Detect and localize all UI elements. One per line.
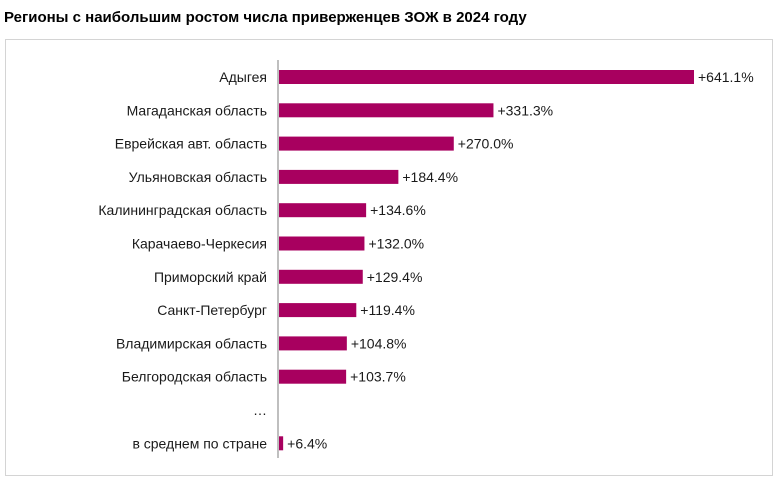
data-label: +132.0% [368, 236, 424, 252]
category-label: Еврейская авт. область [115, 136, 267, 152]
data-label: +129.4% [367, 269, 423, 285]
bar [279, 169, 399, 184]
bar [279, 303, 357, 318]
data-label: +270.0% [458, 136, 514, 152]
category-label: Владимирская область [116, 335, 267, 351]
category-label: Магаданская область [127, 102, 267, 118]
chart-title: Регионы с наибольшим ростом числа привер… [4, 9, 527, 26]
category-label: в среднем по стране [132, 435, 267, 451]
bar [279, 269, 363, 284]
bar [279, 369, 347, 384]
category-label: Приморский край [154, 269, 267, 285]
data-label: +6.4% [287, 435, 327, 451]
data-label: +104.8% [351, 335, 407, 351]
data-label: +134.6% [370, 202, 426, 218]
bar [279, 203, 367, 218]
bar [279, 336, 347, 351]
bar [279, 236, 365, 251]
chart-frame [5, 39, 773, 476]
bar [279, 103, 494, 118]
category-label: Ульяновская область [129, 169, 267, 185]
category-label: … [253, 402, 267, 418]
data-label: +331.3% [497, 102, 553, 118]
bar [279, 70, 694, 84]
bar [279, 136, 454, 151]
category-label: Калининградская область [98, 202, 267, 218]
data-label: +641.1% [698, 69, 754, 85]
category-label: Белгородская область [122, 369, 267, 385]
data-label: +184.4% [402, 169, 458, 185]
category-label: Карачаево-Черкесия [132, 236, 267, 252]
data-label: +119.4% [360, 302, 415, 318]
category-label: Санкт-Петербург [157, 302, 267, 318]
bar [279, 436, 284, 451]
data-label: +103.7% [350, 369, 406, 385]
category-label: Адыгея [219, 69, 267, 85]
